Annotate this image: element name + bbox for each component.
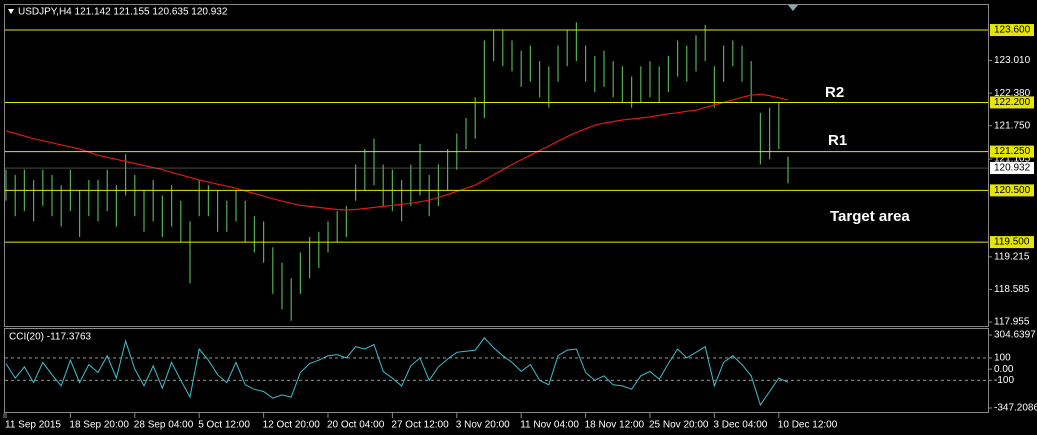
y-tick-label: 122.380 [994,88,1031,99]
y-tick-label: 121.105 [994,154,1031,165]
cci-title: CCI(20) -117.3763 [9,332,92,343]
current-price-box [990,162,1034,175]
annotation: R2 [825,84,844,101]
level-label: 123.600 [994,25,1031,36]
y-tick-label: -100 [994,375,1014,386]
level-label: 121.250 [994,146,1031,157]
y-tick-label: 118.585 [994,284,1030,295]
x-tick-label: 11 Nov 04:00 [520,420,579,431]
y-tick-label: -347.2086 [994,403,1037,414]
level-label-box [990,24,1034,37]
main-panel-frame [4,4,989,327]
x-tick-label: 10 Dec 12:00 [778,420,838,431]
annotation: Target area [830,208,910,225]
level-label: 120.500 [994,185,1031,196]
x-tick-label: 20 Oct 04:00 [327,420,385,431]
level-label-box [990,184,1034,197]
x-tick-label: 12 Oct 20:00 [263,420,321,431]
shift-marker [788,5,798,11]
x-tick-label: 25 Nov 20:00 [649,420,709,431]
menu-arrow[interactable] [8,9,14,14]
x-tick-label: 18 Sep 20:00 [69,420,129,431]
cci-panel-frame [4,328,989,413]
x-tick-label: 11 Sep 2015 [5,420,61,431]
current-price-label: 120.932 [994,163,1031,174]
y-tick-label: 100 [994,353,1011,364]
x-tick-label: 3 Nov 20:00 [456,420,510,431]
y-tick-label: 0.00 [994,364,1014,375]
level-label: 122.200 [994,97,1031,108]
x-tick-label: 5 Oct 12:00 [198,420,250,431]
chart-title: USDJPY,H4 121.142 121.155 120.635 120.93… [18,7,228,18]
y-tick-label: 304.6397 [994,330,1036,341]
x-tick-label: 3 Dec 04:00 [713,420,767,431]
level-label-box [990,236,1034,249]
level-label-box [990,96,1034,109]
x-tick-label: 27 Oct 12:00 [391,420,449,431]
moving-average [5,93,789,211]
y-tick-label: 117.955 [994,317,1030,328]
cci-line [5,337,789,407]
x-tick-label: 18 Nov 12:00 [585,420,645,431]
y-tick-label: 123.010 [994,55,1031,66]
y-tick-label: 121.750 [994,120,1031,131]
y-tick-label: 119.215 [994,251,1030,262]
level-label-box [990,145,1034,158]
level-label: 119.500 [994,237,1030,248]
x-tick-label: 28 Sep 04:00 [134,420,194,431]
annotation: R1 [828,132,847,149]
